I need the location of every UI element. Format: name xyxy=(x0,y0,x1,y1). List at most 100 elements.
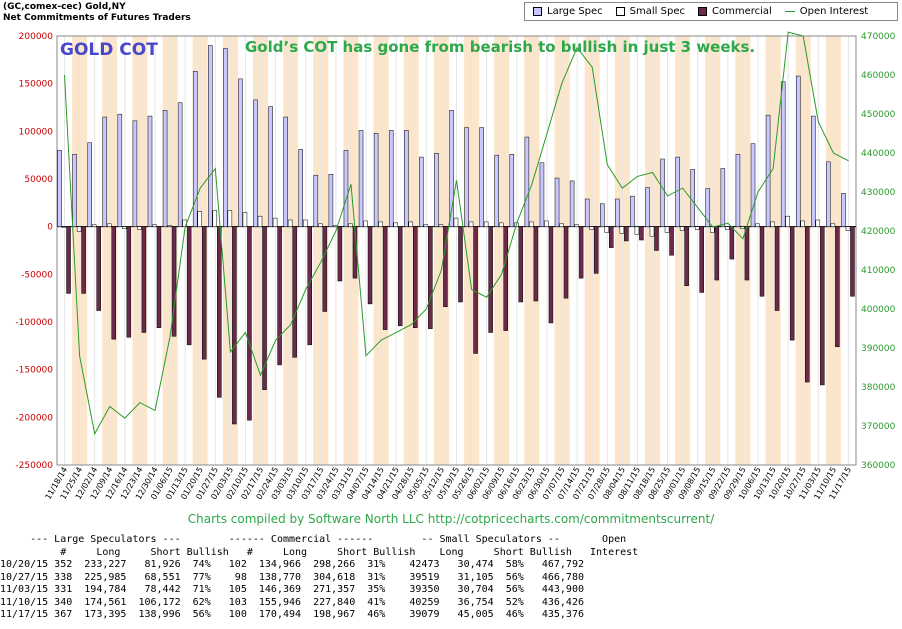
large-spec-bar xyxy=(328,173,334,227)
commercial-bar xyxy=(835,226,840,348)
commercial-bar xyxy=(111,226,117,340)
small-spec-bar xyxy=(287,219,293,227)
legend-item-small-spec: Small Spec xyxy=(615,6,685,17)
large-spec-bar xyxy=(72,153,77,227)
commercial-bar xyxy=(66,226,71,294)
commercial-bar xyxy=(789,226,795,341)
table-row: 11/03/15 331 194,784 78,442 71% 105 146,… xyxy=(0,584,584,595)
legend-swatch-icon xyxy=(615,7,625,16)
right-axis-tick-label: 380000 xyxy=(861,383,896,393)
small-spec-bar xyxy=(453,217,459,227)
large-spec-bar xyxy=(524,136,530,227)
small-spec-bar xyxy=(212,210,218,227)
commercial-bar xyxy=(382,226,388,330)
commercial-bar xyxy=(548,226,554,324)
commercial-bar xyxy=(563,226,569,299)
right-axis-tick-label: 360000 xyxy=(861,461,896,471)
right-axis-tick-label: 370000 xyxy=(861,422,896,432)
small-spec-bar xyxy=(664,226,670,233)
large-spec-bar xyxy=(615,198,620,227)
open-interest-line xyxy=(64,31,849,436)
small-spec-bar xyxy=(785,215,790,227)
commercial-bar xyxy=(729,226,735,260)
small-spec-bar xyxy=(408,221,414,227)
small-spec-bar xyxy=(483,221,489,227)
left-axis-tick-label: 0 xyxy=(47,223,53,233)
small-spec-bar xyxy=(694,226,700,230)
commercial-bar xyxy=(714,226,720,281)
large-spec-bar xyxy=(268,106,273,227)
small-spec-bar xyxy=(91,224,97,227)
large-spec-bar xyxy=(208,45,213,227)
table-row: 10/27/15 338 225,985 68,551 77% 98 138,7… xyxy=(0,571,584,583)
commercial-bar xyxy=(397,226,403,327)
commercial-bar xyxy=(171,226,177,337)
commercial-bar xyxy=(533,226,539,302)
commercial-bar xyxy=(247,226,252,421)
large-spec-bar xyxy=(660,158,665,227)
left-axis-tick-label: -50000 xyxy=(21,270,53,280)
large-spec-bar xyxy=(539,162,545,227)
commercial-bar xyxy=(473,226,478,354)
commercial-bar xyxy=(156,226,162,328)
commercial-bar xyxy=(503,226,508,331)
small-spec-bar xyxy=(167,225,172,227)
large-spec-bar xyxy=(841,193,846,227)
commercial-bar xyxy=(518,226,524,303)
large-spec-bar xyxy=(177,102,183,227)
chart-credit: Charts compiled by Software North LLC ht… xyxy=(187,512,715,526)
commercial-bar xyxy=(322,226,328,312)
small-spec-bar xyxy=(559,223,564,227)
commercial-bar xyxy=(774,226,780,311)
large-spec-bar xyxy=(102,116,108,227)
small-spec-bar xyxy=(272,217,278,227)
large-spec-bar xyxy=(509,153,515,227)
small-spec-bar xyxy=(710,226,715,233)
commercial-bar xyxy=(428,226,433,329)
commercial-bar xyxy=(413,226,418,328)
table-header-row: # Long Short Bullish # Long Short Bullis… xyxy=(0,546,639,558)
cot-chart: 200000 150000 100000 50000 0 -50000 -100000 -15… xyxy=(15,31,896,501)
large-spec-bar xyxy=(780,81,786,227)
small-spec-bar xyxy=(363,220,368,227)
commercial-bar xyxy=(624,226,629,242)
large-spec-bar xyxy=(404,130,409,227)
left-axis-tick-label: -100000 xyxy=(15,318,53,328)
small-spec-bar xyxy=(619,226,625,234)
small-spec-bar xyxy=(574,224,579,227)
commercial-bar xyxy=(81,226,86,294)
commercial-bar xyxy=(126,226,132,338)
small-spec-bar xyxy=(755,223,760,227)
small-spec-bar xyxy=(333,225,338,227)
commercial-bar xyxy=(201,226,207,360)
right-axis-tick-label: 460000 xyxy=(861,71,896,81)
commercial-bar xyxy=(593,226,599,274)
small-spec-bar xyxy=(815,219,821,227)
large-spec-bar xyxy=(253,99,258,227)
small-spec-bar xyxy=(830,223,836,227)
large-spec-bar xyxy=(434,153,439,227)
commercial-bar xyxy=(578,226,584,279)
commercial-bar xyxy=(609,226,614,248)
large-spec-bar xyxy=(343,150,349,227)
large-spec-bar xyxy=(494,154,499,227)
commercial-bar xyxy=(850,226,855,297)
large-spec-bar xyxy=(600,203,605,227)
large-spec-bar xyxy=(479,127,484,227)
large-spec-bar xyxy=(690,169,695,227)
legend-item-open-interest: Open Interest xyxy=(784,6,868,17)
large-spec-bar xyxy=(720,168,726,227)
legend-swatch-icon xyxy=(697,7,707,16)
small-spec-bar xyxy=(529,221,534,227)
large-spec-bar xyxy=(373,132,379,227)
large-spec-bar xyxy=(132,120,138,227)
commercial-bar xyxy=(744,226,750,281)
table-row: 11/10/15 340 174,561 106,172 62% 103 155… xyxy=(0,596,584,608)
small-spec-bar xyxy=(107,223,112,227)
commercial-bar xyxy=(277,226,282,366)
large-spec-bar xyxy=(826,161,831,227)
small-spec-bar xyxy=(318,223,323,227)
small-spec-bar xyxy=(257,215,263,227)
large-spec-bar xyxy=(238,78,243,227)
left-axis-tick-label: -150000 xyxy=(15,366,53,376)
